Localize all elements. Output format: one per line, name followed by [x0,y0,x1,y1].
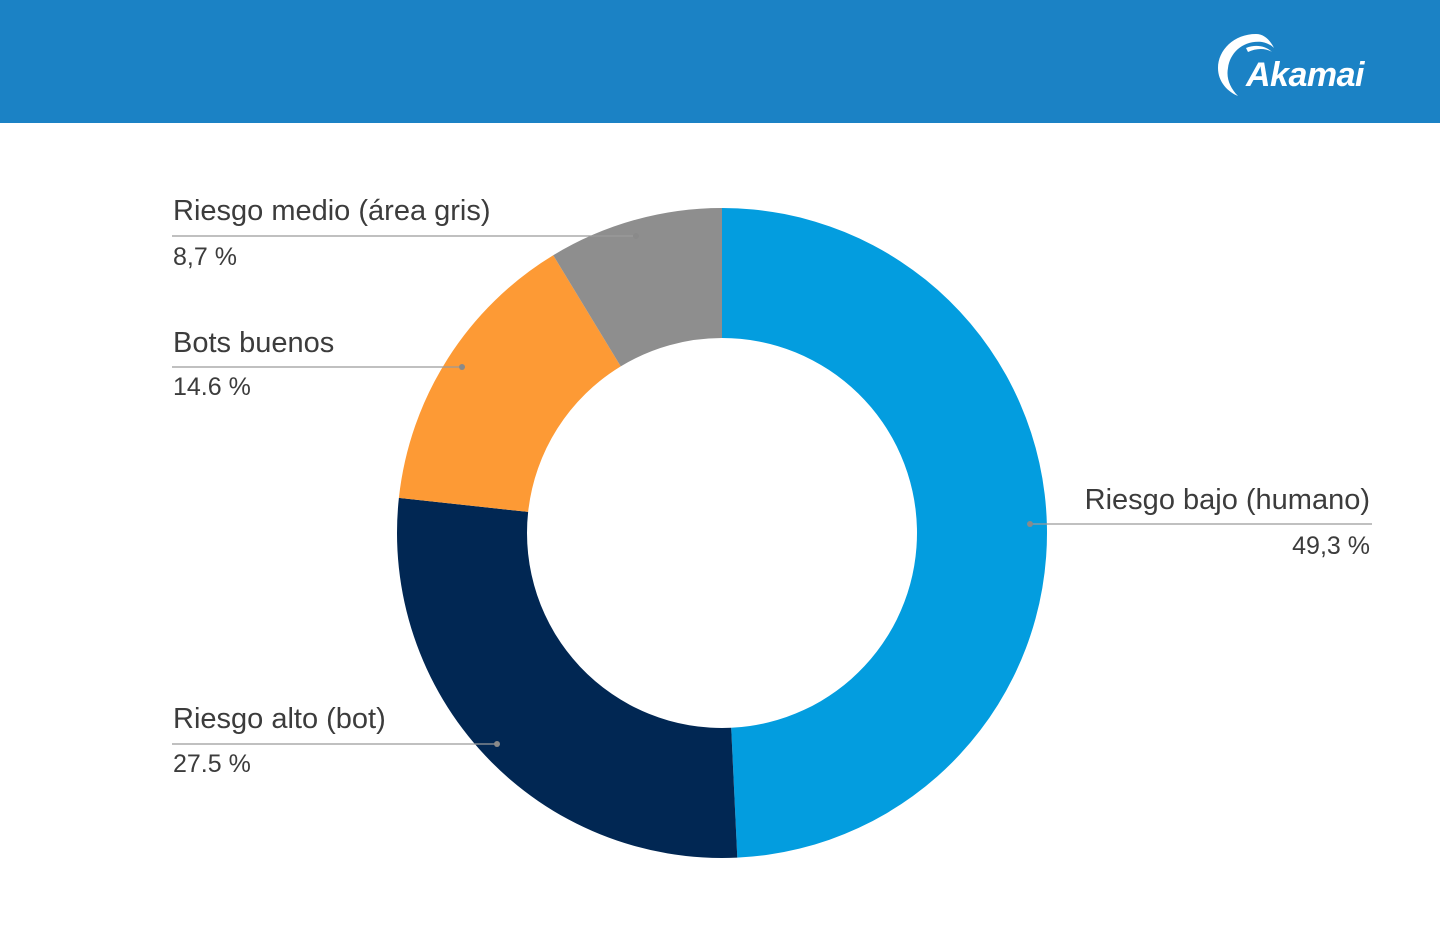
slice-riesgo-alto-bot [397,497,738,859]
leader-dot-riesgo-medio-area-gris [633,233,639,239]
slice-bots-buenos [398,255,621,512]
value-bots-buenos: 14.6 % [173,373,251,401]
akamai-logo: Akamai [1216,30,1386,100]
value-riesgo-alto-bot: 27.5 % [173,750,251,778]
value-riesgo-bajo-humano: 49,3 % [1292,532,1370,560]
slice-riesgo-medio-area-gris [553,208,722,367]
slice-riesgo-bajo-humano [722,208,1048,858]
header-bar: Akamai [0,0,1440,123]
akamai-wave-icon [1218,34,1274,96]
label-bots-buenos: Bots buenos [173,327,335,359]
leader-dot-riesgo-alto-bot [494,741,500,747]
label-riesgo-medio-area-gris: Riesgo medio (área gris) [173,195,491,227]
label-riesgo-bajo-humano: Riesgo bajo (humano) [1084,484,1370,516]
value-riesgo-medio-area-gris: 8,7 % [173,243,237,271]
leader-dot-riesgo-bajo-humano [1027,521,1033,527]
akamai-wordmark: Akamai [1246,56,1364,94]
label-riesgo-alto-bot: Riesgo alto (bot) [173,703,386,735]
leader-dot-bots-buenos [459,364,465,370]
